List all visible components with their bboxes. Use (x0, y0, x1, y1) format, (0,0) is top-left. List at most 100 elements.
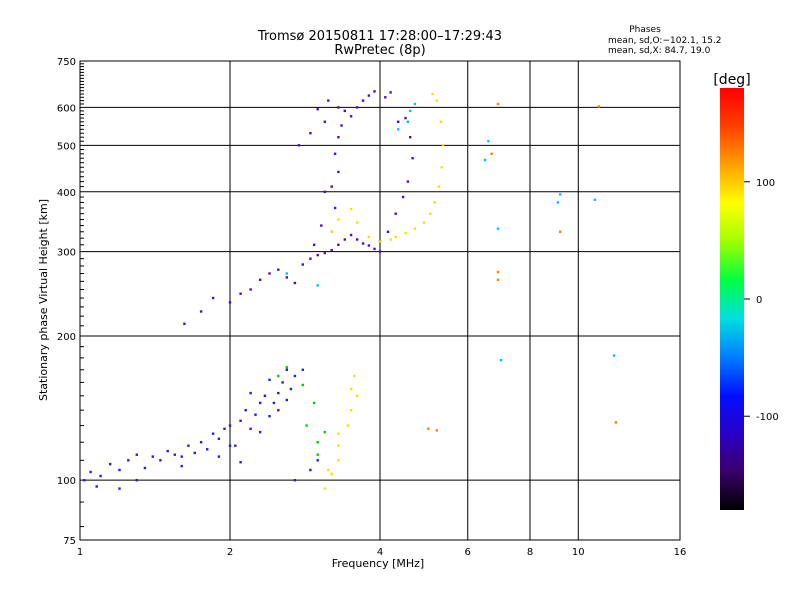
scatter-point (254, 413, 257, 416)
y-tick-label: 600 (57, 103, 76, 114)
scatter-point (211, 432, 215, 435)
scatter-point (367, 235, 371, 239)
scatter-point (268, 415, 271, 418)
scatter-point (409, 136, 412, 139)
scatter-point (289, 387, 293, 391)
scatter-point (373, 247, 376, 251)
scatter-point (320, 224, 323, 227)
scatter-point (301, 263, 304, 266)
scatter-point (228, 424, 232, 427)
scatter-point (597, 105, 601, 108)
scatter-point (406, 180, 410, 183)
y-tick-label: 200 (57, 332, 76, 343)
scatter-point (127, 459, 130, 462)
x-tick-label: 4 (377, 547, 383, 558)
scatter-point (556, 201, 560, 204)
y-tick-label: 500 (57, 141, 76, 152)
scatter-point (346, 424, 350, 427)
scatter-point (435, 99, 438, 102)
scatter-point (297, 144, 301, 147)
scatter-point (244, 409, 247, 412)
scatter-point (353, 374, 356, 378)
scatter-point (431, 92, 434, 96)
plot-frame (79, 60, 681, 541)
scatter-point (316, 459, 319, 462)
scatter-point (309, 257, 312, 260)
scatter-point (259, 278, 262, 281)
scatter-point (180, 455, 183, 458)
scatter-point (285, 368, 288, 371)
scatter-point (206, 448, 209, 451)
scatter-point (349, 387, 353, 391)
scatter-point (433, 201, 436, 204)
scatter-point (277, 409, 280, 412)
scatter-point (228, 301, 232, 304)
scatter-point (211, 296, 215, 300)
scatter-point (404, 116, 407, 120)
scatter-points (83, 90, 618, 490)
scatter-point (361, 99, 365, 102)
scatter-point (343, 109, 346, 113)
scatter-point (217, 437, 221, 440)
scatter-point (259, 430, 262, 434)
scatter-point (340, 124, 343, 127)
scatter-point (378, 240, 382, 243)
scatter-point (397, 120, 400, 123)
scatter-point (180, 464, 183, 468)
scatter-point (496, 270, 500, 274)
scatter-point (135, 479, 138, 482)
scatter-point (312, 401, 316, 405)
scatter-point (316, 108, 319, 111)
scatter-point (151, 455, 154, 458)
scatter-point (349, 207, 353, 211)
scatter-point (323, 430, 326, 434)
scatter-point (316, 253, 319, 257)
scatter-point (312, 243, 316, 246)
scatter-point (249, 288, 252, 291)
y-tick-label: 75 (63, 536, 76, 547)
scatter-point (323, 251, 326, 255)
x-tick-label: 1 (77, 547, 83, 558)
scatter-point (234, 444, 237, 447)
scatter-point (301, 383, 304, 387)
scatter-point (435, 429, 438, 432)
scatter-point (356, 394, 359, 397)
scatter-point (143, 466, 147, 470)
scatter-point (316, 441, 319, 444)
x-tick-label: 10 (572, 547, 585, 558)
scatter-point (612, 354, 616, 357)
scatter-point (559, 230, 562, 233)
scatter-point (183, 322, 186, 325)
x-tick-label: 6 (465, 547, 471, 558)
scatter-point (389, 91, 392, 94)
scatter-point (99, 474, 102, 478)
scatter-point (327, 99, 330, 102)
stats-x-mode: mean, sd,X: 84.7, 19.0 (608, 46, 711, 56)
y-tick-label: 750 (57, 57, 76, 68)
scatter-point (361, 242, 365, 245)
x-tick-label: 16 (674, 547, 687, 558)
scatter-point (384, 96, 387, 99)
scatter-point (199, 441, 203, 444)
scatter-point (483, 158, 487, 162)
scatter-point (487, 140, 490, 143)
scatter-point (330, 230, 333, 233)
scatter-point (614, 421, 618, 424)
scatter-point (272, 401, 276, 405)
scatter-point (496, 227, 500, 230)
scatter-point (337, 106, 340, 109)
scatter-point (330, 249, 333, 252)
scatter-point (118, 487, 121, 490)
scatter-point (330, 185, 333, 188)
scatter-point (422, 221, 426, 224)
scatter-point (349, 233, 353, 237)
colorbar-tick-label: 100 (756, 178, 775, 189)
scatter-point (499, 359, 503, 362)
scatter-point (135, 453, 138, 456)
scatter-point (394, 212, 397, 215)
scatter-point (373, 90, 376, 93)
scatter-point (166, 449, 169, 453)
scatter-point (316, 284, 319, 287)
scatter-point (496, 102, 500, 106)
scatter-point (223, 427, 226, 430)
